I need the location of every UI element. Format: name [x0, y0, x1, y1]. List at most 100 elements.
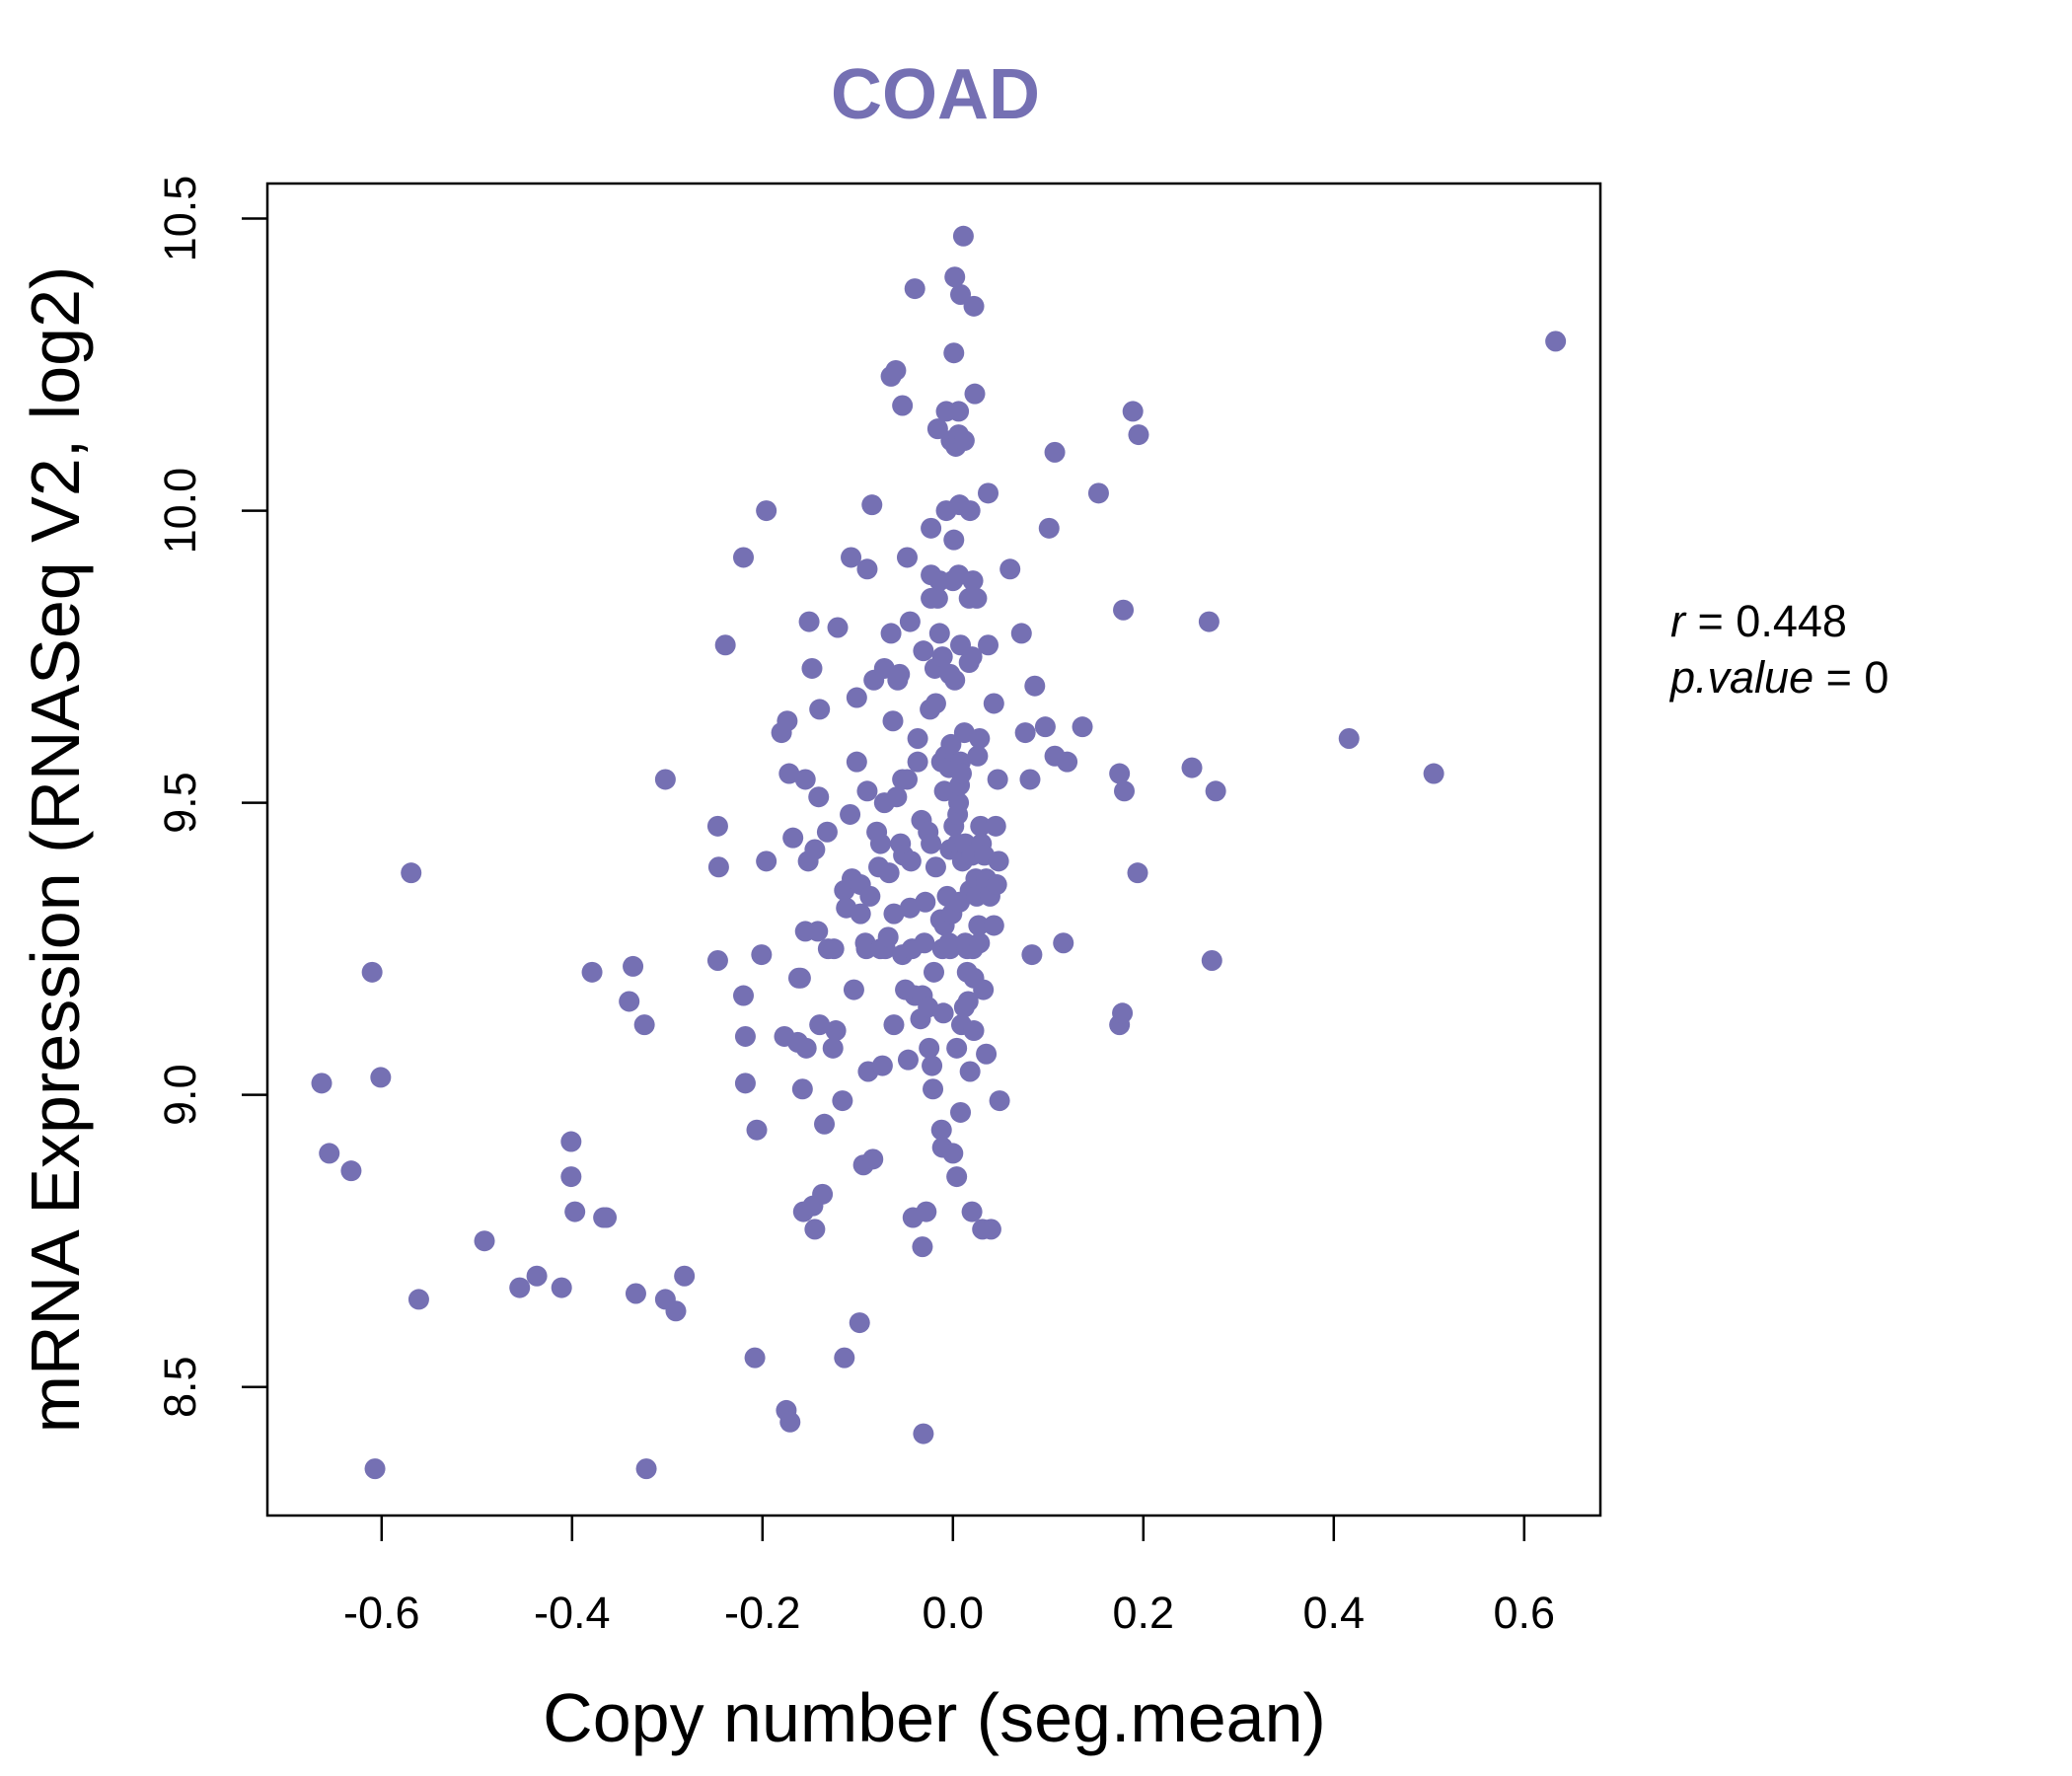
- data-point: [1010, 623, 1032, 644]
- data-point: [961, 1201, 983, 1222]
- data-point: [733, 985, 754, 1006]
- data-point: [809, 1014, 831, 1036]
- x-tick-label: 0.4: [1303, 1588, 1366, 1638]
- data-point: [964, 383, 986, 405]
- data-point: [967, 745, 989, 767]
- data-point: [319, 1143, 340, 1164]
- data-point: [856, 558, 878, 580]
- data-point: [978, 634, 999, 656]
- data-point: [877, 926, 899, 948]
- data-point: [1109, 763, 1131, 784]
- data-point: [812, 1183, 834, 1205]
- data-point: [921, 833, 942, 854]
- data-point: [978, 482, 999, 504]
- data-point: [976, 1043, 998, 1065]
- data-point: [969, 728, 991, 749]
- data-point: [625, 1283, 646, 1304]
- data-point: [953, 430, 975, 452]
- data-point: [896, 547, 918, 568]
- data-point: [751, 944, 773, 966]
- data-point: [370, 1067, 392, 1088]
- x-tick-label: -0.2: [724, 1588, 801, 1638]
- data-point: [969, 932, 991, 954]
- y-tick-label: 10.0: [155, 468, 205, 555]
- y-axis-label: mRNA Expression (RNASeq V2, log2): [17, 266, 94, 1434]
- x-axis-label: Copy number (seg.mean): [543, 1679, 1326, 1756]
- data-point: [883, 903, 905, 925]
- x-tick-label: -0.6: [343, 1588, 420, 1638]
- stat-r-value: 0.448: [1736, 596, 1847, 646]
- data-point: [892, 395, 914, 416]
- data-point: [734, 1073, 756, 1094]
- data-point: [1423, 763, 1444, 784]
- data-point: [526, 1265, 548, 1287]
- plot-area-frame: [265, 182, 1602, 1517]
- data-point: [931, 646, 953, 668]
- data-point: [952, 225, 974, 247]
- data-point: [915, 891, 936, 913]
- y-axis: 8.5 9.0 9.5 10.0 10.5: [155, 176, 267, 1418]
- data-point: [801, 657, 823, 679]
- data-point: [474, 1230, 495, 1252]
- data-point: [816, 821, 838, 843]
- data-point: [913, 640, 934, 662]
- data-point: [983, 693, 1004, 714]
- data-point: [1019, 769, 1041, 790]
- data-point: [950, 1101, 972, 1123]
- data-point: [897, 1049, 919, 1071]
- data-point: [1113, 599, 1135, 621]
- data-point: [832, 1090, 853, 1112]
- data-point: [987, 769, 1008, 790]
- data-point: [809, 699, 831, 720]
- data-point: [823, 938, 845, 960]
- data-point: [989, 1090, 1010, 1112]
- data-point: [946, 1037, 968, 1059]
- data-point: [961, 646, 983, 668]
- data-point: [885, 359, 907, 381]
- data-point: [856, 780, 878, 802]
- data-point: [907, 728, 928, 749]
- data-point: [907, 751, 928, 773]
- data-point: [814, 1113, 836, 1135]
- data-point: [849, 1312, 870, 1334]
- data-point: [827, 617, 849, 638]
- data-point: [940, 733, 962, 755]
- data-point: [633, 1014, 655, 1036]
- data-point: [882, 710, 904, 732]
- data-point: [957, 991, 979, 1012]
- data-point: [930, 1119, 952, 1141]
- data-point: [756, 500, 777, 522]
- correlation-stats: r = 0.448 p.value = 0: [1668, 596, 1888, 703]
- data-point: [923, 1078, 944, 1100]
- data-point: [904, 278, 925, 300]
- data-point: [1024, 675, 1046, 697]
- data-point: [581, 961, 603, 983]
- data-point: [756, 851, 777, 872]
- data-point: [880, 623, 902, 644]
- data-point: [1205, 780, 1226, 802]
- data-point: [1087, 482, 1109, 504]
- data-point: [1057, 751, 1078, 773]
- data-point: [946, 1166, 968, 1188]
- data-point: [1545, 331, 1567, 352]
- y-tick-label: 9.5: [155, 772, 205, 834]
- data-point: [926, 587, 948, 609]
- data-point: [1038, 517, 1060, 539]
- data-point: [1128, 424, 1149, 446]
- data-point: [912, 1236, 933, 1258]
- x-tick-label: -0.4: [534, 1588, 611, 1638]
- data-point: [509, 1277, 531, 1298]
- data-point: [983, 915, 1004, 936]
- data-point: [948, 401, 970, 422]
- stat-p-value: 0: [1864, 652, 1888, 703]
- data-point: [1014, 722, 1036, 744]
- data-point: [1053, 932, 1074, 954]
- data-point: [746, 1119, 768, 1141]
- data-point: [1181, 757, 1203, 778]
- data-point: [779, 1411, 801, 1433]
- data-point: [401, 862, 422, 884]
- data-point: [883, 1014, 905, 1036]
- data-point: [782, 827, 804, 849]
- y-tick-label: 9.0: [155, 1064, 205, 1126]
- data-point: [560, 1131, 582, 1152]
